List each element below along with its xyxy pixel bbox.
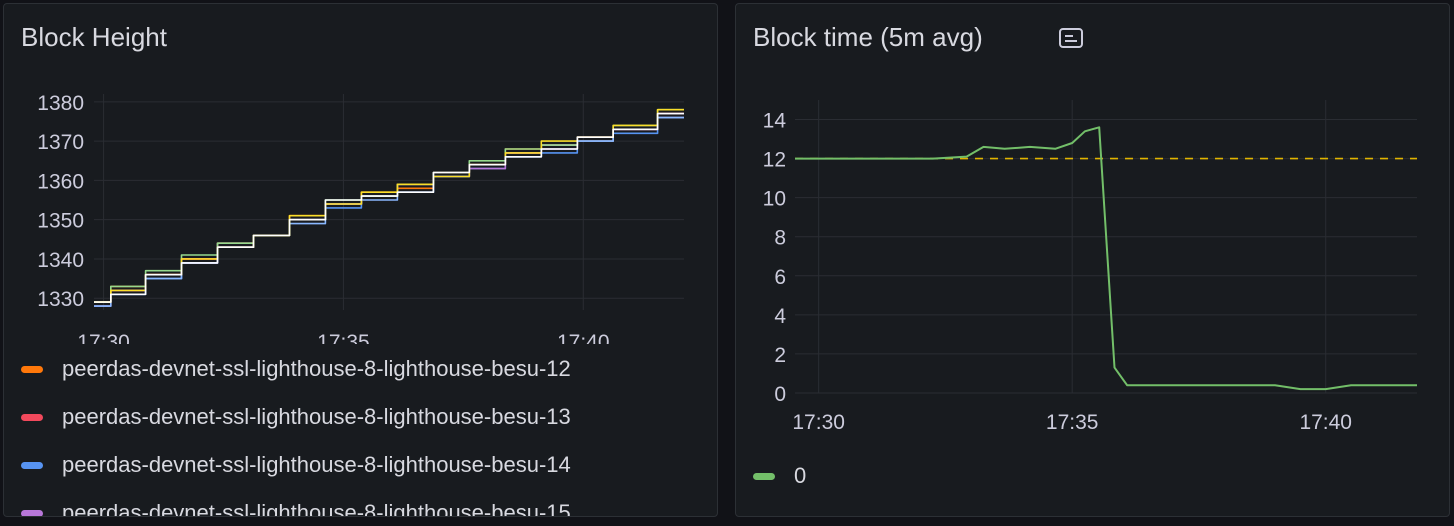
y-tick-label: 4: [774, 305, 786, 328]
x-tick-label: 17:35: [1046, 411, 1099, 434]
legend: peerdas-devnet-ssl-lighthouse-8-lighthou…: [21, 345, 571, 517]
legend-item[interactable]: peerdas-devnet-ssl-lighthouse-8-lighthou…: [21, 393, 571, 441]
series-line[interactable]: [94, 112, 684, 303]
series-line[interactable]: [94, 116, 684, 307]
y-tick-label: 12: [763, 149, 786, 172]
y-tick-label: 8: [774, 227, 786, 250]
panel-title[interactable]: Block Height: [21, 22, 167, 52]
block-time-chart[interactable]: 0 2 4 6 8 10 12 14 17:30 17:35 17:40: [736, 4, 1450, 454]
series-line[interactable]: [94, 116, 684, 307]
x-tick-label: 17:35: [317, 331, 370, 344]
legend-label: peerdas-devnet-ssl-lighthouse-8-lighthou…: [62, 500, 571, 517]
legend-item[interactable]: peerdas-devnet-ssl-lighthouse-8-lighthou…: [21, 441, 571, 489]
legend-item[interactable]: peerdas-devnet-ssl-lighthouse-8-lighthou…: [21, 345, 571, 393]
description-icon[interactable]: [1058, 26, 1084, 52]
y-tick-label: 1360: [37, 170, 84, 193]
x-tick-label: 17:40: [1299, 411, 1352, 434]
series-line[interactable]: [94, 108, 684, 303]
legend-label: peerdas-devnet-ssl-lighthouse-8-lighthou…: [62, 452, 571, 477]
legend-swatch: [21, 509, 43, 516]
x-tick-label: 17:40: [557, 331, 610, 344]
y-tick-label: 1350: [37, 210, 84, 233]
legend-label: peerdas-devnet-ssl-lighthouse-8-lighthou…: [62, 404, 571, 429]
legend: 0: [753, 452, 806, 500]
legend-swatch: [21, 461, 43, 469]
y-tick-label: 1380: [37, 92, 84, 115]
y-tick-label: 2: [774, 344, 786, 367]
y-tick-label: 1330: [37, 288, 84, 311]
block-time-panel: Block time (5m avg) 0 2 4 6 8 10 12 14 17:30 17:3…: [735, 3, 1450, 517]
series-line[interactable]: [94, 108, 684, 303]
x-tick-label: 17:30: [792, 411, 845, 434]
series-line[interactable]: [94, 116, 684, 307]
legend-label: 0: [794, 463, 807, 488]
legend-item[interactable]: 0: [753, 452, 806, 500]
legend-item[interactable]: peerdas-devnet-ssl-lighthouse-8-lighthou…: [21, 489, 571, 517]
y-tick-label: 1370: [37, 131, 84, 154]
legend-swatch: [21, 365, 43, 373]
panel-title[interactable]: Block time (5m avg): [753, 22, 983, 52]
y-tick-label: 1340: [37, 249, 84, 272]
series-line[interactable]: [795, 126, 1417, 391]
y-tick-label: 0: [774, 383, 786, 406]
legend-swatch: [753, 472, 775, 480]
x-tick-label: 17:30: [77, 331, 130, 344]
y-tick-label: 6: [774, 266, 786, 289]
y-tick-label: 14: [763, 110, 787, 133]
y-tick-label: 10: [763, 188, 786, 211]
legend-label: peerdas-devnet-ssl-lighthouse-8-lighthou…: [62, 356, 571, 381]
block-height-chart[interactable]: 1330 1340 1350 1360 1370 1380 17:30 17:35 17:40: [4, 4, 718, 344]
legend-swatch: [21, 413, 43, 421]
block-height-panel: Block Height 1330 1340 1350 1360 1370 1380 17:…: [3, 3, 718, 517]
